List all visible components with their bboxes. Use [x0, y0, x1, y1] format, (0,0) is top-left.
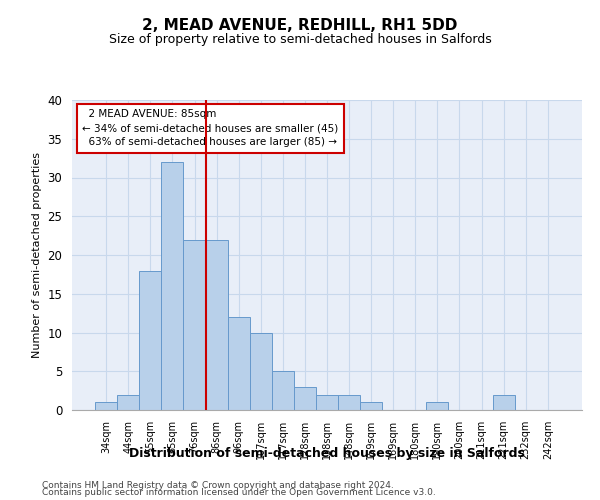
- Bar: [427, 402, 448, 410]
- Text: Contains HM Land Registry data © Crown copyright and database right 2024.: Contains HM Land Registry data © Crown c…: [42, 480, 394, 490]
- Bar: [272, 371, 294, 410]
- Bar: [95, 402, 117, 410]
- Bar: [139, 270, 161, 410]
- Text: Size of property relative to semi-detached houses in Salfords: Size of property relative to semi-detach…: [109, 32, 491, 46]
- Bar: [338, 394, 360, 410]
- Text: 2 MEAD AVENUE: 85sqm
← 34% of semi-detached houses are smaller (45)
  63% of sem: 2 MEAD AVENUE: 85sqm ← 34% of semi-detac…: [82, 110, 338, 148]
- Bar: [360, 402, 382, 410]
- Y-axis label: Number of semi-detached properties: Number of semi-detached properties: [32, 152, 42, 358]
- Bar: [227, 317, 250, 410]
- Bar: [250, 332, 272, 410]
- Text: Distribution of semi-detached houses by size in Salfords: Distribution of semi-detached houses by …: [129, 448, 525, 460]
- Bar: [161, 162, 184, 410]
- Bar: [316, 394, 338, 410]
- Text: Contains public sector information licensed under the Open Government Licence v3: Contains public sector information licen…: [42, 488, 436, 497]
- Bar: [206, 240, 227, 410]
- Bar: [294, 387, 316, 410]
- Bar: [493, 394, 515, 410]
- Text: 2, MEAD AVENUE, REDHILL, RH1 5DD: 2, MEAD AVENUE, REDHILL, RH1 5DD: [142, 18, 458, 32]
- Bar: [117, 394, 139, 410]
- Bar: [184, 240, 206, 410]
